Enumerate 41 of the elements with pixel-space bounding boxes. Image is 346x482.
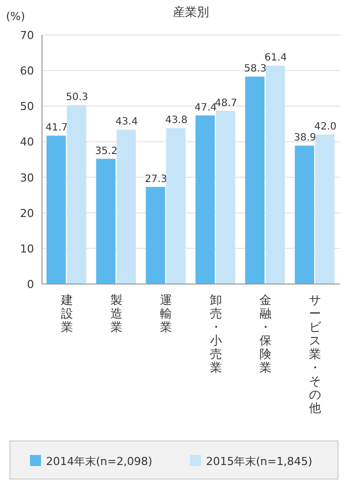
data-label: 42.0 xyxy=(314,122,336,133)
y-axis-title: (%) xyxy=(6,10,26,23)
data-label: 47.4 xyxy=(194,102,217,114)
y-tick-label: 70 xyxy=(20,29,34,42)
bar xyxy=(294,146,314,284)
chart-title: 産業別 xyxy=(173,5,209,19)
y-tick-label: 40 xyxy=(20,136,34,149)
x-tick-label: 製造業 xyxy=(110,293,122,334)
data-label: 38.9 xyxy=(294,132,316,144)
y-tick-label: 0 xyxy=(27,278,34,291)
y-tick-label: 60 xyxy=(20,64,34,78)
data-label: 43.4 xyxy=(116,116,138,128)
bar xyxy=(266,66,285,284)
y-tick-label: 30 xyxy=(20,171,34,184)
legend-label: 2014年末(n=2,098) xyxy=(46,455,152,468)
category-label: サービス業・その他 xyxy=(309,293,322,415)
x-tick-label: 運輸業 xyxy=(160,293,172,334)
y-tick-label: 50 xyxy=(20,100,34,114)
bar xyxy=(216,110,236,284)
legend-label: 2015年末(n=1,845) xyxy=(206,455,312,468)
data-label: 50.3 xyxy=(66,92,88,104)
bar xyxy=(146,186,166,284)
data-label: 41.7 xyxy=(46,122,68,134)
x-tick-label: 建設業 xyxy=(60,293,73,334)
y-tick-label: 20 xyxy=(20,206,34,220)
x-tick-label: 卸売・小売業 xyxy=(210,293,222,374)
y-tick-label: 10 xyxy=(20,242,34,256)
bar xyxy=(245,76,264,284)
data-label: 58.3 xyxy=(244,64,266,75)
bar xyxy=(66,105,86,284)
x-tick-label: 金融・保険業 xyxy=(260,293,272,374)
bar xyxy=(96,158,116,284)
data-label: 27.3 xyxy=(144,174,168,185)
data-label: 43.8 xyxy=(165,115,188,126)
data-label: 35.2 xyxy=(95,146,118,157)
bar xyxy=(195,115,215,284)
data-label: 61.4 xyxy=(264,52,287,64)
bar xyxy=(166,128,186,284)
bar xyxy=(315,134,335,284)
bar xyxy=(116,130,136,284)
bar xyxy=(46,136,66,284)
